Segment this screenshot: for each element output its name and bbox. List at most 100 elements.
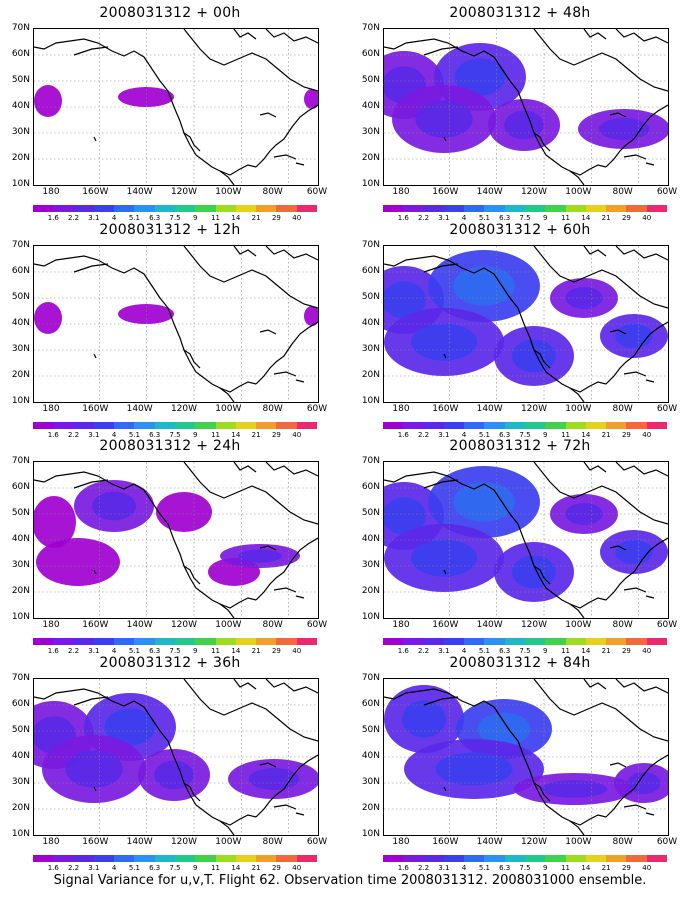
colorbar — [33, 205, 317, 212]
variance-blob — [156, 492, 212, 532]
colorbar-swatch — [93, 855, 115, 862]
variance-shading — [34, 693, 318, 803]
latitude-label: 20N — [11, 803, 30, 813]
colorbar-swatch — [443, 638, 465, 645]
latitude-label: 60N — [11, 49, 30, 59]
colorbar-swatch — [403, 205, 424, 212]
graticule — [34, 462, 318, 618]
colorbar-swatch — [626, 638, 647, 645]
colorbar-label: 7.5 — [169, 864, 181, 872]
panel-title: 2008031312 + 84h — [449, 655, 591, 671]
latitude-label: 30N — [361, 344, 380, 354]
colorbar-label: 9 — [543, 214, 548, 222]
colorbar-label: 29 — [271, 431, 281, 439]
variance-shading — [384, 43, 668, 153]
latitude-label: 40N — [11, 101, 30, 111]
latitude-label: 60N — [361, 482, 380, 492]
colorbar-swatch — [296, 638, 317, 645]
colorbar-label: 29 — [621, 647, 631, 655]
colorbar-swatch — [464, 422, 485, 429]
colorbar-label: 29 — [271, 647, 281, 655]
colorbar-swatch — [504, 855, 525, 862]
map-area — [383, 678, 669, 836]
map-plot — [384, 679, 668, 835]
latitude-label: 70N — [361, 673, 380, 683]
figure-caption: Signal Variance for u,v,T. Flight 62. Ob… — [53, 873, 647, 888]
colorbar — [33, 855, 317, 862]
longitude-label: 80W — [612, 187, 633, 197]
colorbar-swatch — [114, 638, 135, 645]
panel-title: 2008031312 + 72h — [449, 438, 591, 454]
variance-blob — [92, 491, 136, 521]
colorbar-label: 5.1 — [128, 647, 140, 655]
colorbar-swatch — [73, 855, 94, 862]
colorbar-swatch — [585, 638, 607, 645]
colorbar-label: 21 — [251, 431, 261, 439]
longitude-label: 140W — [126, 187, 153, 197]
map-area — [383, 28, 669, 186]
map-panel: 2008031312 + 36h 70N 60N 50N 40N 30N 20N 10N 180… — [0, 655, 340, 872]
latitude-label: 70N — [361, 456, 380, 466]
colorbar-label: 40 — [292, 864, 302, 872]
colorbar-label: 9 — [193, 214, 198, 222]
colorbar-label: 14 — [231, 214, 241, 222]
colorbar-swatch — [565, 638, 586, 645]
colorbar-swatch — [276, 205, 297, 212]
map-area — [33, 245, 319, 403]
variance-blob — [118, 304, 174, 324]
colorbar — [383, 638, 667, 645]
coastline — [384, 246, 668, 402]
colorbar-swatch — [256, 205, 277, 212]
colorbar-label: 9 — [193, 431, 198, 439]
longitude-label: 140W — [476, 404, 503, 414]
colorbar-swatch — [545, 855, 566, 862]
map-area — [33, 461, 319, 619]
colorbar-label: 3.1 — [88, 647, 100, 655]
colorbar-swatch — [33, 205, 54, 212]
variance-shading — [384, 685, 668, 805]
longitude-label: 100W — [565, 837, 592, 847]
colorbar-swatch — [484, 422, 505, 429]
colorbar-label: 21 — [601, 431, 611, 439]
colorbar-label: 2.2 — [67, 864, 80, 872]
colorbar-swatch — [93, 205, 115, 212]
colorbar-label: 40 — [292, 431, 302, 439]
longitude-label: 60W — [306, 187, 328, 197]
colorbar-label: 29 — [271, 214, 281, 222]
longitude-label: 80W — [612, 620, 633, 630]
longitude-label: 80W — [262, 404, 283, 414]
panel-title: 2008031312 + 60h — [449, 222, 591, 238]
longitude-label: 100W — [215, 837, 242, 847]
variance-blob — [411, 539, 477, 577]
longitude-label: 60W — [656, 404, 678, 414]
colorbar-swatch — [195, 422, 216, 429]
colorbar-label: 6.3 — [499, 864, 511, 872]
colorbar-label: 6.3 — [499, 431, 511, 439]
colorbar-swatch — [256, 422, 277, 429]
colorbar-swatch — [33, 855, 54, 862]
colorbar-swatch — [256, 855, 277, 862]
longitude-label: 180 — [392, 620, 410, 630]
longitude-label: 120W — [520, 187, 548, 197]
colorbar-label: 3.1 — [88, 214, 100, 222]
map-area — [33, 28, 319, 186]
map-plot — [34, 679, 318, 835]
longitude-label: 120W — [170, 404, 198, 414]
variance-blob — [435, 752, 513, 786]
variance-blob — [477, 712, 531, 746]
latitude-label: 50N — [11, 75, 30, 85]
map-plot — [384, 246, 668, 402]
colorbar-swatch — [73, 422, 94, 429]
longitude-label: 120W — [520, 404, 548, 414]
longitude-label: 160W — [82, 837, 109, 847]
colorbar-label: 1.6 — [47, 431, 59, 439]
colorbar-swatch — [585, 205, 607, 212]
colorbar-label: 2.2 — [417, 864, 430, 872]
latitude-label: 70N — [361, 240, 380, 250]
latitude-label: 60N — [11, 699, 30, 709]
colorbar-label: 21 — [601, 864, 611, 872]
latitude-label: 60N — [11, 482, 30, 492]
longitude-label: 80W — [262, 620, 283, 630]
colorbar-swatch — [134, 205, 155, 212]
variance-blob — [615, 539, 653, 565]
